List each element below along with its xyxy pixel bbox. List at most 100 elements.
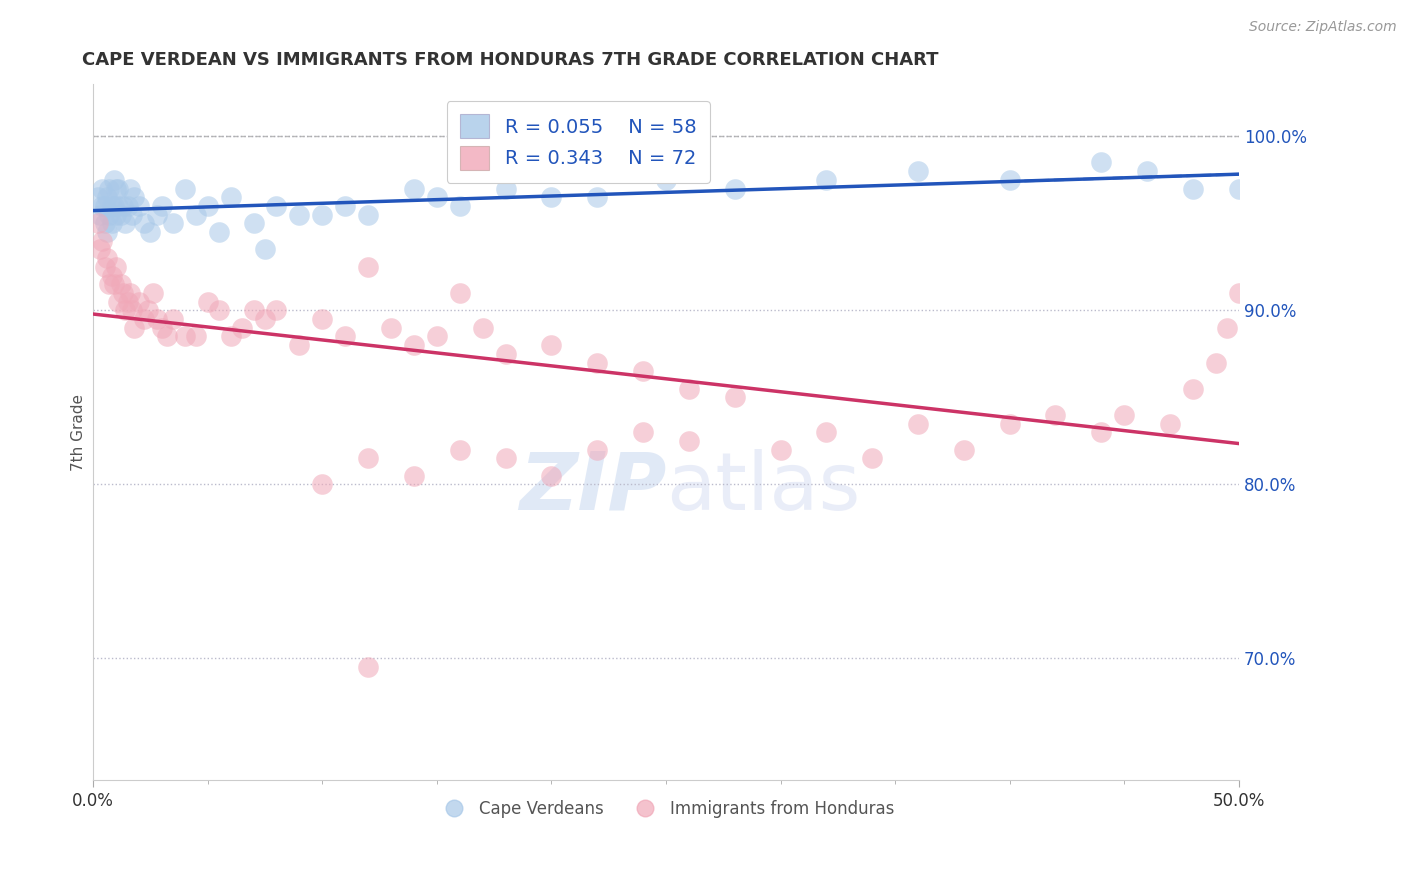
- Point: [98, 208, 121, 222]
- Point: [105, 181, 128, 195]
- Point: [253, 243, 276, 257]
- Point: [1181, 382, 1204, 396]
- Point: [197, 294, 219, 309]
- Point: [93, 216, 115, 230]
- Point: [357, 208, 380, 222]
- Point: [208, 303, 231, 318]
- Point: [124, 320, 146, 334]
- Point: [815, 425, 838, 440]
- Point: [769, 442, 792, 457]
- Point: [678, 382, 700, 396]
- Point: [231, 320, 253, 334]
- Point: [678, 434, 700, 448]
- Point: [93, 260, 115, 274]
- Point: [162, 216, 184, 230]
- Point: [998, 417, 1021, 431]
- Point: [93, 199, 115, 213]
- Point: [96, 190, 118, 204]
- Point: [540, 338, 562, 352]
- Point: [335, 199, 357, 213]
- Point: [540, 468, 562, 483]
- Legend: Cape Verdeans, Immigrants from Honduras: Cape Verdeans, Immigrants from Honduras: [430, 793, 901, 824]
- Point: [87, 190, 110, 204]
- Point: [142, 285, 165, 300]
- Point: [103, 173, 125, 187]
- Point: [173, 181, 195, 195]
- Point: [128, 199, 150, 213]
- Point: [1159, 417, 1181, 431]
- Point: [1181, 181, 1204, 195]
- Point: [311, 477, 333, 491]
- Point: [107, 294, 129, 309]
- Point: [197, 199, 219, 213]
- Point: [402, 338, 425, 352]
- Point: [98, 181, 121, 195]
- Point: [402, 181, 425, 195]
- Point: [121, 208, 143, 222]
- Point: [586, 442, 609, 457]
- Point: [953, 442, 976, 457]
- Point: [1090, 155, 1112, 169]
- Point: [111, 285, 134, 300]
- Point: [540, 190, 562, 204]
- Point: [1227, 285, 1250, 300]
- Point: [266, 303, 288, 318]
- Point: [118, 285, 141, 300]
- Point: [907, 417, 929, 431]
- Point: [91, 234, 114, 248]
- Point: [311, 312, 333, 326]
- Point: [107, 181, 129, 195]
- Point: [91, 181, 114, 195]
- Point: [146, 208, 169, 222]
- Point: [121, 303, 143, 318]
- Y-axis label: 7th Grade: 7th Grade: [72, 393, 86, 471]
- Point: [162, 312, 184, 326]
- Point: [253, 312, 276, 326]
- Point: [495, 181, 517, 195]
- Point: [471, 320, 494, 334]
- Point: [586, 355, 609, 369]
- Point: [124, 190, 146, 204]
- Text: atlas: atlas: [666, 449, 860, 527]
- Point: [380, 320, 402, 334]
- Point: [449, 285, 471, 300]
- Point: [111, 199, 134, 213]
- Point: [91, 199, 114, 213]
- Point: [335, 329, 357, 343]
- Point: [998, 173, 1021, 187]
- Point: [186, 329, 208, 343]
- Point: [1114, 408, 1136, 422]
- Point: [242, 216, 264, 230]
- Point: [98, 277, 121, 292]
- Point: [266, 199, 288, 213]
- Point: [150, 320, 173, 334]
- Point: [105, 208, 128, 222]
- Point: [357, 660, 380, 674]
- Point: [87, 216, 110, 230]
- Point: [1090, 425, 1112, 440]
- Point: [155, 329, 177, 343]
- Point: [724, 181, 747, 195]
- Point: [288, 208, 311, 222]
- Point: [288, 338, 311, 352]
- Point: [110, 208, 132, 222]
- Point: [449, 442, 471, 457]
- Point: [117, 294, 139, 309]
- Point: [631, 364, 654, 378]
- Point: [219, 329, 242, 343]
- Point: [495, 451, 517, 466]
- Point: [146, 312, 169, 326]
- Point: [1045, 408, 1067, 422]
- Point: [631, 425, 654, 440]
- Point: [107, 199, 129, 213]
- Point: [426, 190, 449, 204]
- Point: [186, 208, 208, 222]
- Point: [132, 216, 155, 230]
- Point: [724, 391, 747, 405]
- Point: [132, 312, 155, 326]
- Point: [100, 216, 122, 230]
- Point: [907, 164, 929, 178]
- Point: [655, 173, 678, 187]
- Point: [89, 243, 111, 257]
- Point: [219, 190, 242, 204]
